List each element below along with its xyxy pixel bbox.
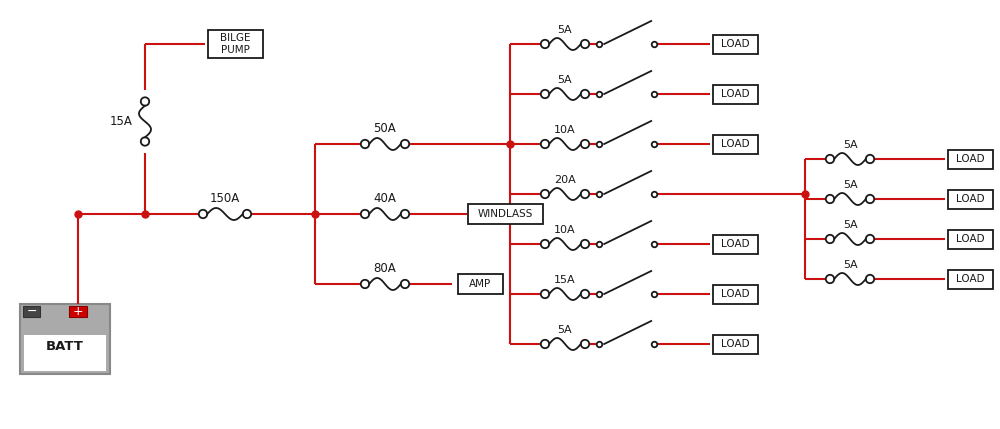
Text: 5A: 5A bbox=[558, 325, 572, 335]
FancyBboxPatch shape bbox=[712, 235, 758, 254]
Text: +: + bbox=[73, 305, 83, 318]
FancyBboxPatch shape bbox=[948, 269, 992, 288]
Text: 10A: 10A bbox=[554, 125, 576, 135]
Text: LOAD: LOAD bbox=[721, 339, 749, 349]
FancyBboxPatch shape bbox=[468, 204, 542, 224]
Text: 15A: 15A bbox=[554, 275, 576, 285]
Text: 5A: 5A bbox=[558, 25, 572, 35]
Text: LOAD: LOAD bbox=[721, 39, 749, 49]
Text: LOAD: LOAD bbox=[721, 89, 749, 99]
Text: 5A: 5A bbox=[843, 140, 857, 150]
Text: −: − bbox=[26, 305, 37, 318]
FancyBboxPatch shape bbox=[20, 304, 110, 374]
Text: AMP: AMP bbox=[469, 279, 491, 289]
Text: 15A: 15A bbox=[110, 115, 133, 128]
Text: LOAD: LOAD bbox=[956, 234, 984, 244]
FancyBboxPatch shape bbox=[458, 274, 503, 294]
Text: LOAD: LOAD bbox=[721, 139, 749, 149]
Text: 150A: 150A bbox=[210, 192, 240, 205]
FancyBboxPatch shape bbox=[24, 335, 106, 371]
Text: 80A: 80A bbox=[374, 262, 396, 275]
FancyBboxPatch shape bbox=[712, 85, 758, 103]
FancyBboxPatch shape bbox=[948, 190, 992, 208]
FancyBboxPatch shape bbox=[712, 284, 758, 303]
FancyBboxPatch shape bbox=[712, 135, 758, 154]
Text: 50A: 50A bbox=[374, 122, 396, 135]
Text: BILGE
PUMP: BILGE PUMP bbox=[220, 33, 250, 54]
Text: 5A: 5A bbox=[843, 260, 857, 270]
Text: LOAD: LOAD bbox=[721, 239, 749, 249]
Text: LOAD: LOAD bbox=[956, 194, 984, 204]
Text: 20A: 20A bbox=[554, 175, 576, 185]
Text: 5A: 5A bbox=[843, 220, 857, 230]
Text: LOAD: LOAD bbox=[721, 289, 749, 299]
Text: 40A: 40A bbox=[374, 192, 396, 205]
Text: LOAD: LOAD bbox=[956, 274, 984, 284]
FancyBboxPatch shape bbox=[712, 34, 758, 54]
Text: LOAD: LOAD bbox=[956, 154, 984, 164]
FancyBboxPatch shape bbox=[712, 335, 758, 353]
Text: 10A: 10A bbox=[554, 225, 576, 235]
Text: BATT: BATT bbox=[46, 339, 84, 353]
Text: 5A: 5A bbox=[843, 180, 857, 190]
FancyBboxPatch shape bbox=[948, 230, 992, 248]
FancyBboxPatch shape bbox=[69, 306, 87, 317]
FancyBboxPatch shape bbox=[23, 306, 40, 317]
FancyBboxPatch shape bbox=[948, 149, 992, 169]
Text: 5A: 5A bbox=[558, 75, 572, 85]
Text: WINDLASS: WINDLASS bbox=[477, 209, 533, 219]
FancyBboxPatch shape bbox=[208, 30, 262, 58]
